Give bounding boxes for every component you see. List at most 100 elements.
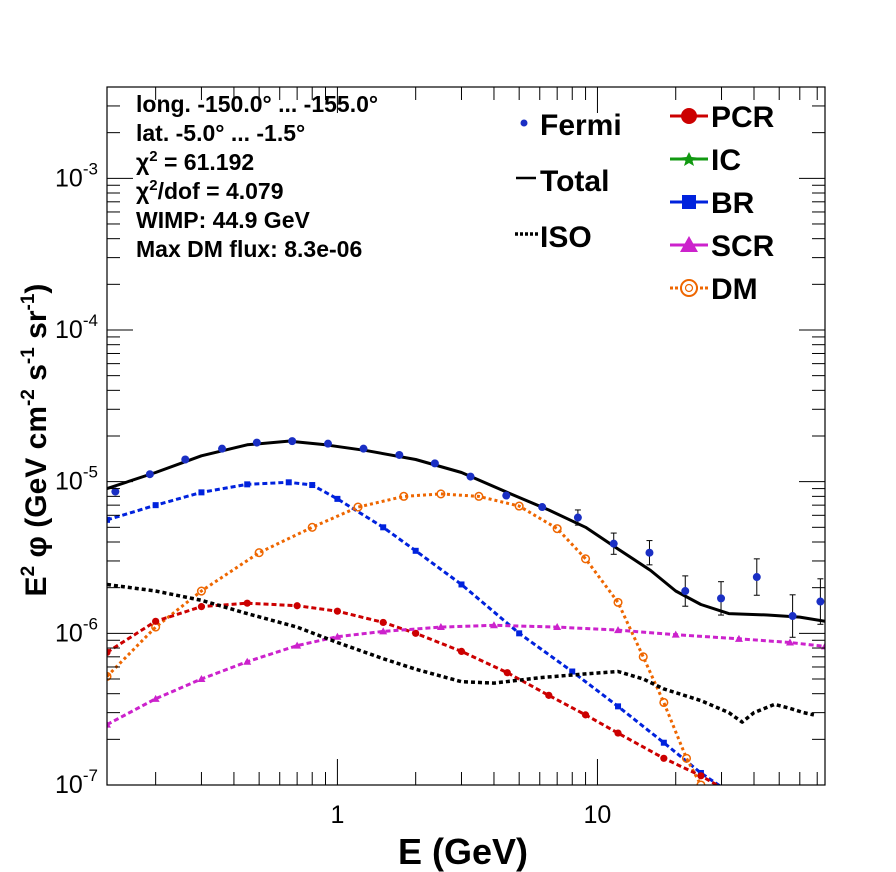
point-br (615, 703, 622, 710)
y-axis-title-part: ) (20, 284, 53, 294)
point-br (412, 547, 419, 554)
series-line-pcr (107, 601, 720, 785)
point-fermi (395, 450, 404, 459)
point-dm (196, 586, 206, 596)
point-pcr (333, 607, 342, 615)
legend-label-fermi: Fermi (540, 109, 622, 142)
point-scr (489, 621, 498, 629)
point-dm (514, 501, 524, 511)
point-scr (333, 632, 342, 640)
point-pcr (107, 648, 111, 656)
point-pcr (503, 669, 511, 677)
legend-marker-dm-inner (684, 283, 694, 293)
legend-label-ic: IC (711, 144, 741, 177)
series-layer (107, 437, 825, 785)
point-dm (474, 491, 484, 501)
y-tick-label-exponent: -6 (83, 614, 98, 633)
point-dm (696, 780, 706, 785)
series-pcr (107, 599, 720, 785)
point-fermi (288, 437, 297, 446)
y-tick-label: 10-7 (55, 766, 98, 799)
point-dm (552, 524, 562, 534)
legend-marker-br (682, 195, 696, 209)
point-fermi (145, 470, 154, 479)
legend-marker-ic (681, 152, 697, 166)
y-axis-title-part: sr (20, 310, 53, 347)
point-fermi (573, 513, 582, 522)
info-symbol: χ (136, 178, 150, 204)
series-line-iso (107, 582, 815, 724)
point-pcr (197, 603, 206, 611)
point-fermi (681, 587, 690, 596)
y-axis-title-part: E (20, 576, 53, 596)
y-tick-label-base: 10 (55, 468, 83, 496)
series-scr (107, 621, 825, 728)
legend-marker-pcr (681, 108, 697, 124)
point-dm (353, 502, 363, 512)
y-axis-title-sup: -1 (18, 347, 39, 364)
point-pcr (545, 691, 553, 699)
point-fermi (538, 503, 547, 512)
info-value: WIMP: 44.9 GeV (136, 207, 310, 233)
point-pcr (243, 599, 251, 607)
series-fermi (111, 437, 825, 638)
point-br (285, 479, 292, 486)
point-dm (107, 671, 112, 681)
point-br (244, 481, 251, 488)
info-line: lat. -5.0° ... -1.5° (136, 120, 305, 146)
point-br (309, 482, 316, 489)
y-axis-title-sup: -1 (18, 293, 39, 310)
y-tick-label-base: 10 (55, 316, 83, 344)
point-br (516, 630, 523, 637)
x-axis: 1 10 (155, 87, 818, 829)
info-superscript: 2 (149, 177, 157, 194)
point-dm (436, 489, 446, 499)
legend-label-iso: ISO (540, 221, 592, 254)
legend-label-dm: DM (711, 273, 758, 306)
y-tick-label-exponent: -4 (83, 311, 98, 330)
point-br (152, 502, 159, 509)
point-pcr (457, 647, 466, 656)
point-pcr (581, 711, 590, 719)
series-dm (107, 489, 706, 785)
point-fermi (323, 439, 332, 448)
point-br (569, 668, 576, 675)
point-fermi (430, 459, 439, 468)
y-tick-label-base: 10 (55, 619, 83, 647)
legend-marker-scr (680, 236, 698, 252)
point-scr (197, 674, 206, 682)
point-scr (553, 623, 562, 631)
point-dm (399, 491, 409, 501)
x-tick-label: 10 (584, 801, 612, 829)
x-axis-title: E (GeV) (398, 831, 528, 872)
point-scr (293, 641, 302, 649)
point-fermi (218, 444, 227, 453)
series-total (107, 439, 825, 623)
info-line: Max DM flux: 8.3e-06 (136, 236, 362, 262)
y-axis-title-sup: 2 (18, 566, 39, 577)
y-tick-label: 10-3 (55, 159, 98, 192)
point-pcr (697, 772, 705, 780)
y-tick-label-exponent: -5 (83, 463, 98, 482)
point-br (334, 495, 341, 502)
series-line-total (107, 439, 825, 623)
legend: Fermi Total ISO PCR IC BR SCR DM (515, 101, 775, 306)
point-fermi (717, 594, 726, 603)
y-axis-title-part: s (20, 364, 53, 389)
series-line-br (107, 480, 722, 785)
info-value: = 61.192 (158, 149, 255, 175)
point-pcr (660, 754, 668, 762)
point-br (107, 516, 110, 523)
point-scr (614, 626, 623, 634)
info-superscript: 2 (149, 148, 157, 165)
fit-info-box: long. -150.0° ... -155.0° lat. -5.0° ... … (136, 91, 378, 262)
info-value: Max DM flux: 8.3e-06 (136, 236, 362, 262)
info-line: long. -150.0° ... -155.0° (136, 91, 378, 117)
point-dm (638, 652, 648, 662)
info-line: χ2/dof = 4.079 (136, 177, 284, 204)
point-pcr (412, 629, 420, 637)
point-fermi (181, 455, 190, 464)
legend-label-pcr: PCR (711, 101, 775, 134)
point-pcr (293, 602, 301, 610)
